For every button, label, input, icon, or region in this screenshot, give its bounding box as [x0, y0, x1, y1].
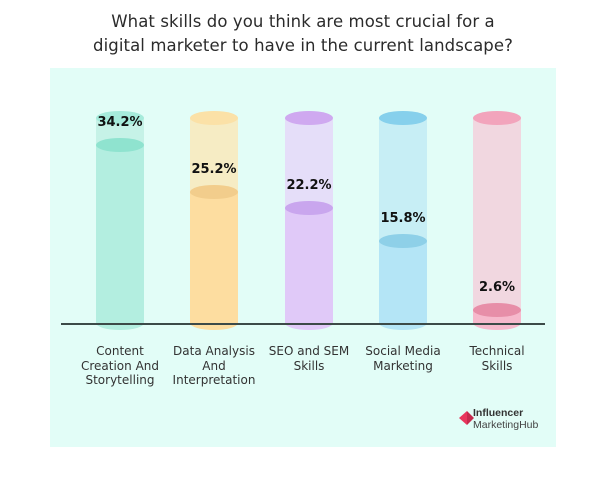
bar-ghost-body — [379, 118, 427, 242]
chart-title-line-1: What skills do you think are most crucia… — [111, 12, 495, 31]
category-label-line: Marketing — [373, 358, 433, 373]
chart-title-line-2: digital marketer to have in the current … — [93, 36, 513, 55]
category-label: Social Media Marketing — [353, 344, 453, 373]
bar-value-label: 2.6% — [478, 280, 516, 296]
x-axis-baseline — [61, 323, 545, 325]
bar-cylinder — [473, 68, 521, 348]
bar-value-label: 25.2% — [191, 161, 237, 177]
bar-ghost-body — [190, 118, 238, 192]
bar-top-cap — [379, 111, 427, 125]
influencer-marketing-hub-logo-icon — [459, 411, 474, 425]
bar-value-label: 15.8% — [380, 211, 426, 227]
category-label-line: Creation And — [80, 358, 160, 373]
category-label-line: Technical — [469, 344, 525, 358]
bar-top-cap — [96, 111, 144, 125]
category-label-line: And — [202, 358, 226, 373]
brand-line-1: Influencer — [473, 407, 524, 419]
chart-title: What skills do you think are most crucia… — [0, 10, 606, 58]
bar-ghost-body — [285, 118, 333, 208]
brand-logo: Influencer MarketingHub — [457, 405, 557, 433]
category-label-line: Storytelling — [85, 373, 155, 387]
category-label: SEO and SEM Skills — [259, 344, 359, 373]
bar-value-label: 22.2% — [286, 177, 332, 193]
chart-panel: 34.2% 25.2% 22.2% 15.8% 2.6% Content Creation… — [50, 68, 556, 447]
bar-ghost-body — [473, 118, 521, 311]
bar-fill-cap — [96, 137, 144, 152]
bar-top-cap — [285, 111, 333, 125]
category-label: Data Analysis And Interpretation — [164, 344, 264, 388]
category-label-line: Data Analysis — [173, 344, 255, 358]
bar-top-cap — [190, 111, 238, 125]
category-label: Technical Skills — [447, 344, 547, 373]
bar-fill-cap — [285, 200, 333, 215]
bar-fill-cap — [379, 234, 427, 249]
bar-cylinder — [190, 68, 238, 348]
category-label-line: Content — [96, 344, 144, 358]
bar-cylinder — [379, 68, 427, 348]
bar-cylinder — [96, 68, 144, 348]
category-label-line: Skills — [481, 358, 513, 373]
bar-value-label: 34.2% — [97, 114, 143, 130]
category-label-line: Social Media — [365, 344, 441, 358]
bar-top-cap — [473, 111, 521, 125]
bar-cylinder — [285, 68, 333, 348]
category-label-line: Skills — [293, 358, 325, 373]
bar-fill — [379, 241, 427, 330]
bar-fill — [285, 207, 333, 330]
bar-fill — [96, 144, 144, 330]
bar-fill-cap — [190, 184, 238, 199]
category-label-line: Interpretation — [172, 373, 256, 387]
category-label: Content Creation And Storytelling — [70, 344, 170, 388]
bar-fill-cap — [473, 303, 521, 318]
brand-line-2: MarketingHub — [473, 419, 539, 431]
bar-fill — [190, 191, 238, 330]
category-label-line: SEO and SEM — [268, 344, 350, 358]
